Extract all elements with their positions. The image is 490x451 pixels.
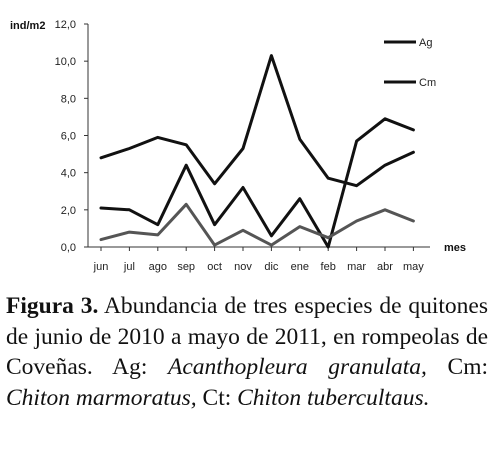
y-tick-label: 0,0 xyxy=(61,242,76,254)
y-tick-label: 12,0 xyxy=(55,19,76,31)
figure-caption: Figura 3. Abundancia de tres especies de… xyxy=(6,291,488,413)
y-tick-label: 8,0 xyxy=(61,93,76,105)
y-ticks: 0,0 2,0 4,0 6,0 8,0 10,0 12,0 xyxy=(55,19,88,254)
y-tick-label: 2,0 xyxy=(61,205,76,217)
caption-species-2: Chiton marmoratus, xyxy=(6,384,197,411)
caption-text-2: Cm: xyxy=(426,354,488,380)
x-tick-label: abr xyxy=(377,261,393,273)
x-tick-label: jun xyxy=(93,261,109,273)
x-tick-label: jul xyxy=(123,261,135,273)
legend-label: Cm xyxy=(419,77,436,89)
caption-species-1: Acanthopleura granulata, xyxy=(168,354,427,380)
line-chart: 0,0 2,0 4,0 6,0 8,0 10,0 12,0 jun jul ago sep oct n… xyxy=(10,19,466,273)
caption-text-1: Abundancia de tres especies de quitones … xyxy=(6,293,488,380)
x-tick-label: sep xyxy=(177,261,195,273)
x-axis-title: mes xyxy=(444,242,466,254)
caption-text-3: Ct: xyxy=(196,384,238,411)
series-line-ag xyxy=(99,117,415,249)
x-tick-label: nov xyxy=(234,261,252,273)
x-tick-label: mar xyxy=(347,261,366,273)
x-tick-label: ago xyxy=(149,261,167,273)
y-tick-label: 4,0 xyxy=(61,168,76,180)
caption-species-3: Chiton tubercultaus. xyxy=(237,384,430,411)
x-ticks: jun jul ago sep oct nov dic ene feb mar abr may xyxy=(93,247,424,273)
x-tick-label: dic xyxy=(264,261,279,273)
x-tick-label: oct xyxy=(207,261,222,273)
series-line-cm xyxy=(99,54,415,188)
series-lines xyxy=(99,54,415,249)
y-tick-label: 10,0 xyxy=(55,56,76,68)
x-tick-label: may xyxy=(403,261,424,273)
y-axis-title: ind/m2 xyxy=(10,20,45,32)
legend-label: Ag xyxy=(419,37,432,49)
x-tick-label: feb xyxy=(321,261,336,273)
series-line-series-3 xyxy=(99,202,415,247)
caption-label: Figura 3. xyxy=(6,293,99,319)
legend: Ag Cm xyxy=(384,37,436,89)
x-tick-label: ene xyxy=(291,261,309,273)
y-tick-label: 6,0 xyxy=(61,131,76,143)
